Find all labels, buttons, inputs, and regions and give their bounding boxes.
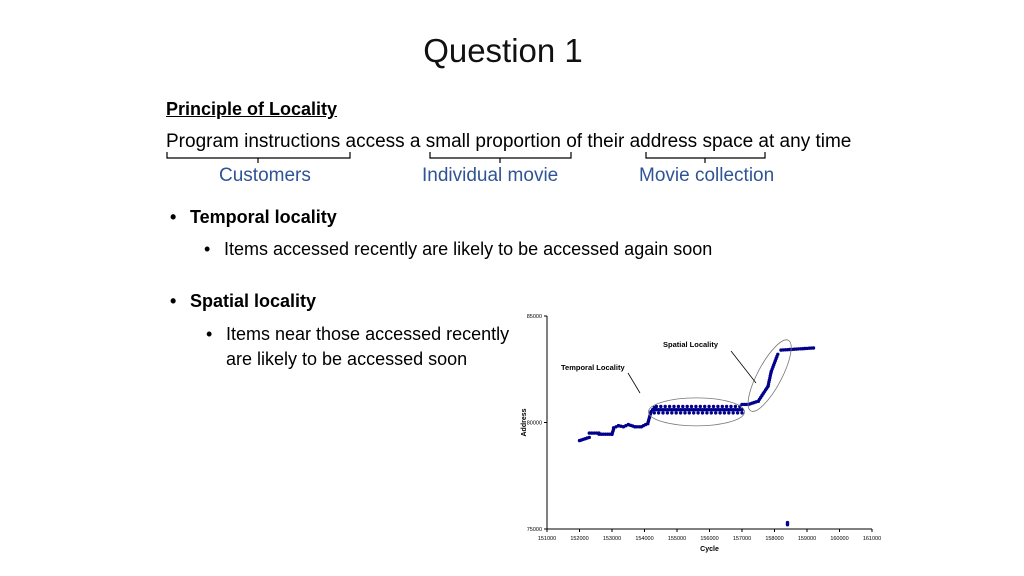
- data-point: [672, 404, 676, 409]
- data-point: [720, 404, 724, 409]
- data-point: [590, 431, 594, 435]
- sub-bullet-temporal: • Items accessed recently are likely to b…: [204, 239, 712, 260]
- data-point: [716, 404, 720, 409]
- label-movie-collection: Movie collection: [639, 165, 775, 186]
- sub-bullet-text: Items accessed recently are likely to be…: [224, 239, 713, 259]
- bullet-dot: •: [170, 207, 177, 227]
- data-point: [681, 404, 685, 409]
- y-tick-label: 85000: [527, 314, 542, 320]
- data-point: [670, 411, 674, 415]
- label-individual-movie: Individual movie: [422, 165, 559, 186]
- temporal-locality-ellipse: [648, 397, 745, 427]
- x-tick-label: 154000: [635, 536, 653, 542]
- data-point: [735, 411, 740, 415]
- data-point: [700, 411, 705, 415]
- data-point: [687, 411, 691, 415]
- y-tick-label: 80000: [527, 421, 542, 427]
- bullet-dot: •: [204, 239, 211, 259]
- y-axis-label: Address: [521, 408, 528, 436]
- data-point: [709, 411, 713, 415]
- data-point: [740, 411, 744, 415]
- bullet-dot: •: [170, 291, 177, 311]
- annotation-temporal-locality: Temporal Locality: [561, 363, 625, 372]
- x-tick-label: 156000: [700, 536, 718, 542]
- spatial-leader-line: [730, 350, 757, 384]
- bullet-title: Spatial locality: [190, 291, 317, 311]
- x-tick-label: 157000: [733, 536, 751, 542]
- data-point: [667, 404, 672, 409]
- data-point: [714, 411, 718, 415]
- data-point: [587, 435, 591, 440]
- data-point: [661, 411, 665, 415]
- sub-bullet-text-line1: Items near those accessed recently: [226, 324, 510, 344]
- x-tick-label: 151000: [538, 536, 556, 542]
- x-tick-label: 152000: [570, 536, 588, 542]
- data-point: [592, 431, 596, 435]
- data-point: [703, 404, 707, 409]
- page-title: Question 1: [423, 32, 583, 69]
- bullet-dot: •: [206, 324, 213, 344]
- data-point: [692, 411, 696, 415]
- data-point: [683, 411, 687, 415]
- x-tick-label: 153000: [603, 536, 621, 542]
- data-point: [718, 411, 722, 415]
- locality-scatter-chart: 151000 152000 153000 154000 155000 156000 1570…: [521, 314, 881, 553]
- data-point: [711, 404, 716, 409]
- data-point: [587, 431, 591, 435]
- data-point: [674, 411, 678, 415]
- x-tick-label: 158000: [765, 536, 783, 542]
- data-point: [724, 404, 729, 409]
- sub-bullet-text-line2: are likely to be accessed soon: [226, 349, 468, 369]
- data-point: [731, 411, 735, 415]
- y-tick-label: 75000: [527, 527, 542, 533]
- principle-heading: Principle of Locality: [166, 99, 338, 119]
- x-tick-label: 155000: [668, 536, 686, 542]
- sub-bullet-spatial: • Items near those accessed recently are l…: [206, 322, 509, 372]
- data-point: [698, 404, 702, 409]
- data-point: [811, 346, 816, 350]
- data-point: [689, 404, 694, 409]
- data-point: [733, 404, 738, 409]
- data-point: [694, 404, 698, 409]
- data-point: [676, 404, 681, 409]
- brace-movie-collection: [645, 152, 766, 163]
- temporal-leader-line: [627, 372, 641, 394]
- bullet-title: Temporal locality: [190, 207, 337, 227]
- spatial-locality-ellipse: [747, 339, 792, 412]
- data-point: [776, 352, 780, 356]
- x-axis-label: Cycle: [700, 546, 719, 553]
- data-point: [729, 404, 733, 409]
- bullet-spatial-locality: • Spatial locality: [170, 291, 316, 312]
- data-point: [740, 408, 744, 412]
- data-point: [678, 411, 683, 415]
- data-point: [654, 404, 659, 409]
- data-point: [652, 411, 656, 415]
- x-tick-label: 159000: [798, 536, 816, 542]
- brace-individual-movie: [429, 152, 572, 163]
- label-customers: Customers: [219, 165, 311, 186]
- data-point: [707, 404, 711, 409]
- data-point: [663, 404, 667, 409]
- data-point: [656, 411, 661, 415]
- x-tick-label: 160000: [830, 536, 848, 542]
- data-point: [727, 411, 731, 415]
- data-point: [665, 411, 670, 415]
- annotation-spatial-locality: Spatial Locality: [663, 340, 719, 349]
- data-point: [705, 411, 709, 415]
- data-points: [577, 346, 816, 527]
- data-point: [722, 411, 727, 415]
- data-point: [696, 411, 700, 415]
- data-point: [659, 404, 663, 409]
- brace-customers: [166, 152, 351, 163]
- x-tick-label: 161000: [863, 536, 881, 542]
- principle-sentence: Program instructions access a small prop…: [166, 131, 852, 152]
- bullet-temporal-locality: • Temporal locality: [170, 207, 337, 228]
- data-point: [785, 520, 790, 525]
- data-point: [685, 404, 689, 409]
